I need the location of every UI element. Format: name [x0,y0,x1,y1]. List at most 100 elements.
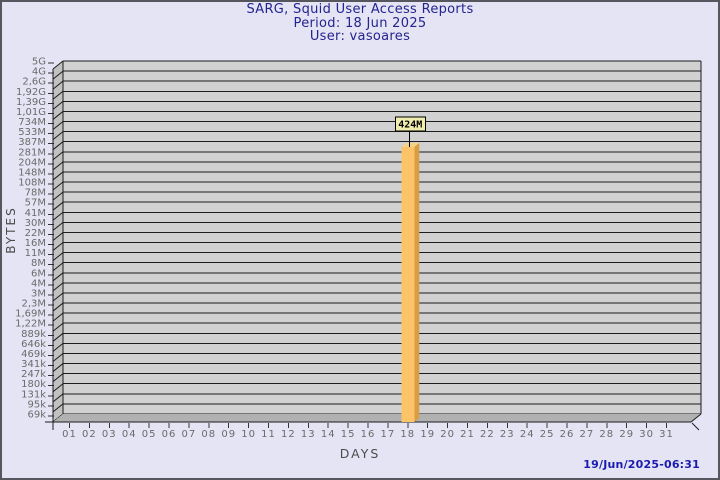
wall-gridline [52,393,64,403]
x-tick-label: 12 [281,429,296,440]
wall-gridline [52,343,64,352]
wall-gridline [52,312,64,322]
wall-gridline [52,181,64,191]
wall-gridline [52,211,64,221]
y-tick-label: 281M [18,147,46,158]
x-tick-label: 17 [381,429,396,440]
chart-period: Period: 18 Jun 2025 [293,15,427,31]
y-tick-label: 8M [31,258,46,269]
x-tick-label: 10 [241,429,256,440]
wall-gridline [52,60,64,70]
y-tick-label: 2,3M [21,299,46,310]
y-tick-label: 41M [25,208,46,219]
y-tick-label: 3M [31,288,46,299]
x-tick-label: 31 [659,429,674,440]
wall-gridline [52,100,64,110]
bar-top-face [401,142,420,147]
wall-gridline [52,80,64,90]
wall-gridline [52,383,64,393]
x-tick-label: 02 [82,429,97,440]
wall-gridline [52,141,64,151]
wall-gridline [52,221,64,231]
y-tick-label: 131k [21,389,46,400]
y-tick-label: 95k [27,399,46,410]
y-tick-label: 16M [25,238,46,249]
wall-3d [53,61,63,422]
y-tick-label: 533M [18,127,46,138]
floor-corner-edge [690,413,702,423]
wall-gridline [52,161,64,171]
y-tick-label: 1,22M [15,319,46,330]
bar-side-face [414,142,420,422]
corner-tail [691,422,700,431]
wall-gridline [52,332,64,342]
x-tick-label: 30 [639,429,654,440]
y-tick-label: 57M [25,198,46,209]
chart-user: User: vasoares [309,29,411,44]
wall-gridline [52,151,64,161]
wall-gridline [52,292,64,302]
wall-gridline [52,90,64,100]
wall-gridline [52,242,64,251]
floor-3d [53,414,701,422]
x-tick-label: 08 [201,429,216,440]
x-tick-label: 25 [540,429,555,440]
wall-gridline [52,373,64,383]
wall-gridline [52,363,64,372]
x-tick-label: 07 [182,429,197,440]
x-tick-label: 23 [500,429,515,440]
annotation-box [394,116,426,132]
y-tick-label: 1,92G [16,87,46,98]
wall-gridline [52,282,64,292]
generation-timestamp: 19/Jun/2025-06:31 [583,458,700,471]
y-tick-label: 1,01G [16,107,46,118]
x-tick-label: 19 [420,429,435,440]
y-tick-label: 78M [25,188,46,199]
x-tick-label: 03 [102,429,117,440]
x-tick-label: 26 [560,429,575,440]
y-tick-label: 4M [31,278,46,289]
x-tick-label: 06 [162,429,177,440]
y-tick-label: 469k [21,349,46,360]
x-tick-label: 09 [221,429,236,440]
y-tick-label: 148M [18,167,46,178]
x-tick-label: 29 [619,429,634,440]
wall-gridline [52,302,64,312]
y-tick-label: 1,39G [16,97,46,108]
x-axis-title: DAYS [339,446,381,461]
wall-gridline [52,262,64,272]
y-tick-label: 247k [21,369,46,380]
y-tick-label: 69k [27,410,46,421]
wall-gridline [52,111,64,120]
y-tick-label: 180k [21,379,46,390]
wall-gridline [52,403,64,413]
x-tick-label: 05 [142,429,157,440]
wall-gridline [52,201,64,211]
x-tick-label: 04 [122,429,137,440]
y-tick-label: 204M [18,157,46,168]
y-tick-label: 341k [21,359,46,370]
x-tick-label: 18 [400,429,415,440]
y-tick-label: 30M [25,218,46,229]
wall-gridline [52,322,64,332]
y-tick-label: 22M [25,228,46,239]
wall-gridline [52,252,64,262]
x-tick-label: 01 [62,429,77,440]
y-tick-label: 646k [21,339,46,350]
wall-gridline [52,272,64,282]
wall-gridline [52,121,64,130]
y-axis-title: BYTES [4,206,18,254]
chart-title: SARG, Squid User Access Reports [246,2,474,17]
x-tick-label: 21 [460,429,475,440]
y-tick-label: 5G [32,57,46,68]
x-tick-label: 22 [480,429,495,440]
annotation-value-label: 424M [398,119,422,130]
plot-area [63,61,701,414]
wall-gridline [52,232,64,241]
x-tick-label: 11 [261,429,276,440]
x-tick-label: 16 [361,429,376,440]
x-tick-label: 14 [321,429,336,440]
y-tick-label: 889k [21,329,46,340]
